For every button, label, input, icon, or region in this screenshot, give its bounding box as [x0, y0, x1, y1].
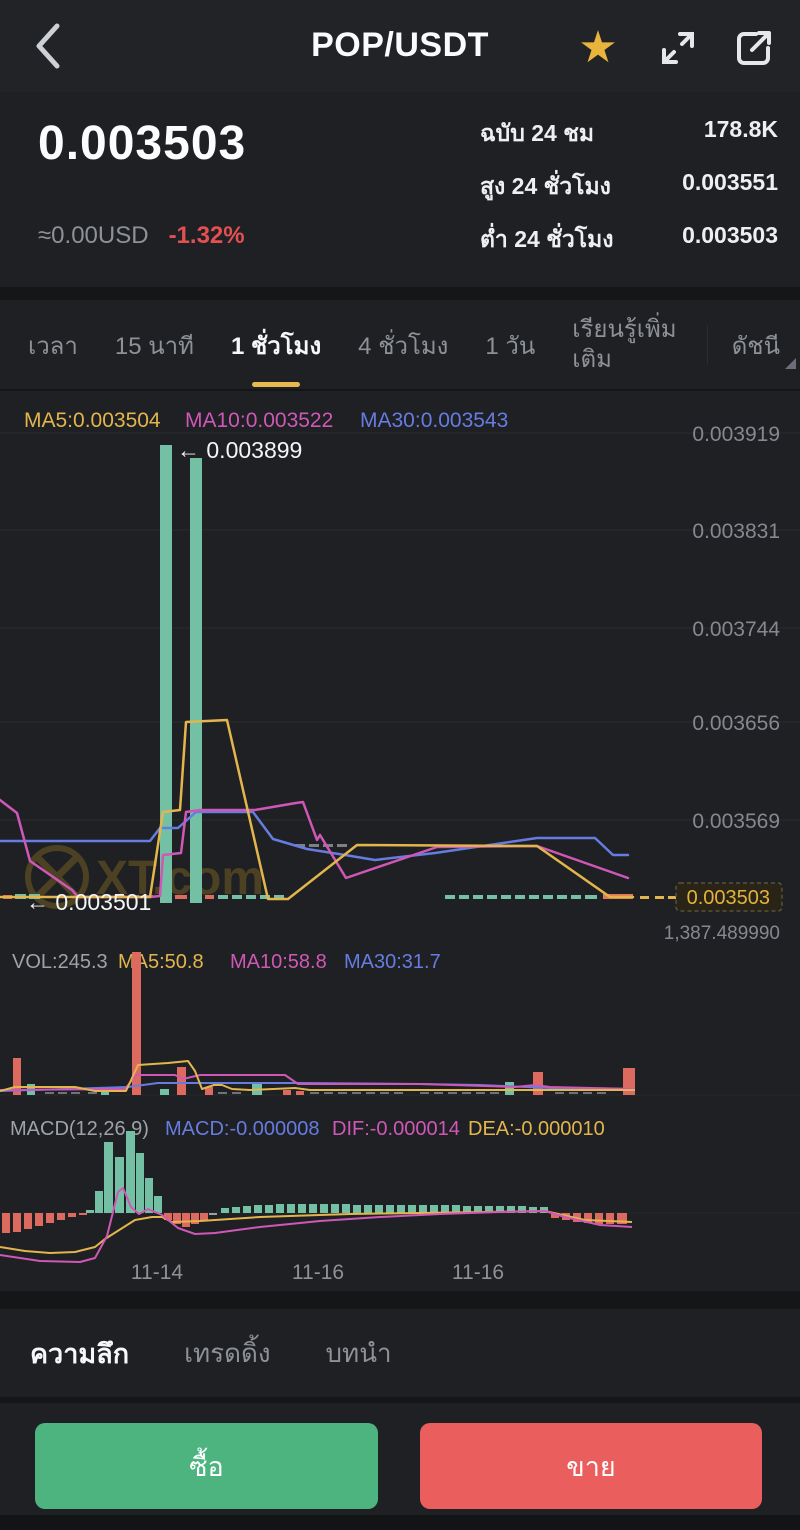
- tab-learn-more[interactable]: เรียนรู้เพิ่มเติม: [572, 316, 677, 373]
- volume-bars: [13, 952, 635, 1095]
- share-button[interactable]: [728, 22, 780, 74]
- stats-panel: ฉบับ 24 ชม 178.8K สูง 24 ชั่วโมง 0.00355…: [480, 116, 778, 258]
- change-24h: -1.32%: [168, 222, 245, 249]
- dif-value-label: DIF:-0.000014: [332, 1118, 460, 1140]
- sell-button[interactable]: ขาย: [420, 1423, 762, 1509]
- last-price: 0.003503: [38, 117, 247, 170]
- ma30-line: [0, 810, 630, 862]
- stat-label: ต่ำ 24 ชั่วโมง: [480, 226, 614, 252]
- tab-1hour-label: 1 ชั่วโมง: [230, 332, 322, 360]
- macd-value-label: MACD:-0.000008: [165, 1118, 320, 1140]
- svg-text:0.003569: 0.003569: [692, 810, 780, 833]
- ma30-legend: MA30:0.003543: [360, 409, 508, 432]
- bottom-safe-area: [0, 1515, 800, 1530]
- stat-row-low: ต่ำ 24 ชั่วโมง 0.003503: [480, 222, 778, 258]
- action-button-row: ซื้อ ขาย: [0, 1403, 800, 1515]
- spike-candle-1: [160, 445, 172, 903]
- stat-row-high: สูง 24 ชั่วโมง 0.003551: [480, 169, 778, 205]
- header: POP/USDT ★: [0, 0, 800, 92]
- back-button[interactable]: [24, 22, 72, 70]
- low-annotation: ← 0.003501: [26, 889, 151, 915]
- fullscreen-button[interactable]: [652, 22, 704, 74]
- ma5-legend: MA5:0.003504: [24, 409, 161, 432]
- svg-text:0.003831: 0.003831: [692, 520, 780, 543]
- fiat-value: ≈0.00USD: [38, 222, 149, 249]
- indicator-menu-label: ดัชนี: [731, 332, 780, 360]
- gridlines: [0, 432, 800, 1214]
- vol-ma5-legend: MA5:50.8: [118, 951, 204, 973]
- tab-time[interactable]: เวลา: [28, 332, 78, 360]
- stat-value: 0.003551: [682, 169, 778, 195]
- vol-ma10-line: [0, 1074, 636, 1091]
- svg-text:11-16: 11-16: [452, 1261, 504, 1284]
- svg-text:0.003503: 0.003503: [687, 887, 770, 909]
- indicator-menu[interactable]: ดัชนี: [706, 325, 796, 369]
- stat-label: ฉบับ 24 ชม: [480, 120, 595, 146]
- tab-4hour[interactable]: 4 ชั่วโมง: [358, 332, 449, 360]
- macd-lines: [0, 1187, 633, 1263]
- svg-text:0.003744: 0.003744: [692, 618, 780, 641]
- dea-line: [0, 1210, 633, 1254]
- last-price-tag: 0.003503: [675, 882, 783, 912]
- ma-legend: MA5:0.003504 MA10:0.003522 MA30:0.003543: [24, 409, 508, 432]
- tab-15min[interactable]: 15 นาที: [114, 332, 194, 360]
- corner-triangle-icon: [785, 358, 796, 369]
- macd-legend: MACD(12,26,9) MACD:-0.000008 DIF:-0.0000…: [10, 1118, 605, 1140]
- kline-chart[interactable]: XT.com 0.003919 0.003831 0.003744 0.0036…: [0, 391, 800, 1291]
- tab-trading[interactable]: เทรดดิ้ง: [184, 1337, 271, 1368]
- expand-icon: [662, 32, 694, 64]
- ma5-line: [0, 718, 635, 901]
- stat-value: 178.8K: [703, 116, 778, 142]
- spike-candle-2: [190, 458, 202, 903]
- stat-row-volume: ฉบับ 24 ชม 178.8K: [480, 116, 778, 152]
- price-subrow: ≈0.00USD -1.32%: [38, 222, 245, 250]
- tab-1day[interactable]: 1 วัน: [485, 332, 536, 360]
- macd-histogram: [2, 1131, 627, 1233]
- vol-ma30-legend: MA30:31.7: [344, 951, 441, 973]
- volume-legend: VOL:245.3 MA5:50.8 MA10:58.8 MA30:31.7: [12, 951, 441, 973]
- svg-text:0.003919: 0.003919: [692, 423, 780, 446]
- tab-depth[interactable]: ความลึก: [30, 1338, 130, 1369]
- divider: [0, 1291, 800, 1309]
- time-axis-labels: 11-14 11-16 11-16: [131, 1261, 504, 1284]
- bottom-tabbar: ความลึก เทรดดิ้ง บทนำ: [0, 1309, 800, 1397]
- dea-value-label: DEA:-0.000010: [468, 1118, 605, 1140]
- chevron-left-icon: [36, 23, 60, 69]
- volume-spike-bar: [132, 952, 141, 1095]
- divider: [0, 287, 800, 300]
- volume-axis-label: 1,387.489990: [664, 923, 780, 944]
- svg-text:11-14: 11-14: [131, 1261, 183, 1284]
- stat-value: 0.003503: [682, 222, 778, 248]
- dif-line: [0, 1187, 633, 1263]
- high-annotation: ← 0.003899: [177, 437, 302, 463]
- vol-legend: VOL:245.3: [12, 951, 108, 973]
- favorite-button[interactable]: ★: [572, 22, 624, 74]
- stat-label: สูง 24 ชั่วโมง: [480, 173, 611, 199]
- share-icon: [737, 31, 771, 65]
- divider: [0, 1397, 800, 1403]
- page-title: POP/USDT: [311, 26, 489, 64]
- candles: [3, 445, 633, 903]
- ma10-line: [0, 798, 630, 899]
- ma-lines: [0, 718, 635, 901]
- price-axis-labels: 0.003919 0.003831 0.003744 0.003656 0.00…: [692, 423, 780, 833]
- ma10-legend: MA10:0.003522: [185, 409, 333, 432]
- timeframe-tabbar: เวลา 15 นาที 1 ชั่วโมง 4 ชั่วโมง 1 วัน เ…: [0, 300, 800, 390]
- last-price-dash-line: [640, 896, 676, 899]
- vol-ma5-line: [0, 1060, 635, 1092]
- tab-1hour[interactable]: 1 ชั่วโมง: [230, 326, 322, 387]
- volume-ma-lines: [0, 1060, 636, 1092]
- svg-text:0.003656: 0.003656: [692, 712, 780, 735]
- star-icon: ★: [578, 23, 618, 72]
- svg-text:11-16: 11-16: [292, 1261, 344, 1284]
- buy-button[interactable]: ซื้อ: [35, 1423, 378, 1509]
- tab-intro[interactable]: บทนำ: [325, 1337, 392, 1368]
- macd-params: MACD(12,26,9): [10, 1118, 149, 1140]
- vol-ma10-legend: MA10:58.8: [230, 951, 327, 973]
- divider: [0, 389, 800, 391]
- active-tab-underline: [252, 381, 301, 387]
